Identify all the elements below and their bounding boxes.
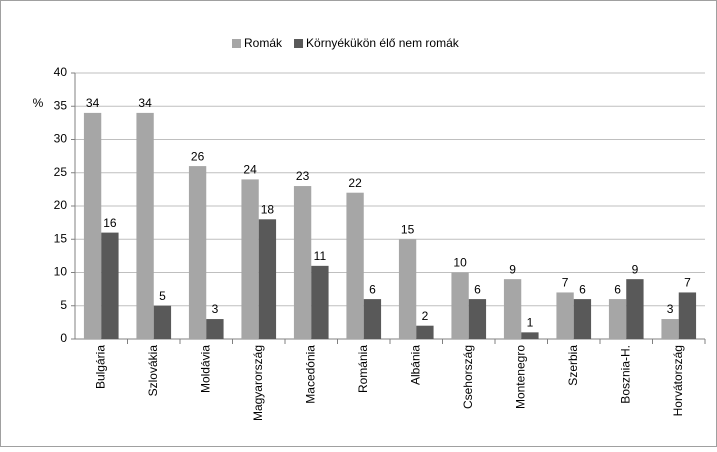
data-label: 24 bbox=[243, 163, 257, 177]
y-tick-label: 15 bbox=[54, 231, 68, 245]
x-tick-label: Csehország bbox=[461, 345, 475, 409]
bar bbox=[101, 232, 119, 339]
data-label: 6 bbox=[474, 282, 481, 296]
bar bbox=[83, 112, 102, 340]
y-tick-label: 5 bbox=[60, 298, 67, 312]
x-tick-label: Románia bbox=[356, 345, 370, 393]
data-label: 22 bbox=[348, 176, 362, 190]
legend-label: Környékükön élő nem romák bbox=[306, 36, 460, 50]
legend-swatch bbox=[294, 39, 304, 48]
bar bbox=[678, 292, 697, 339]
data-label: 5 bbox=[159, 289, 166, 303]
bar bbox=[661, 319, 679, 339]
legend-swatch bbox=[232, 39, 241, 48]
bar bbox=[573, 299, 592, 339]
data-label: 16 bbox=[103, 216, 117, 230]
bar bbox=[346, 192, 364, 339]
x-tick-label: Szerbia bbox=[566, 345, 580, 386]
bar bbox=[451, 272, 469, 339]
bar bbox=[241, 179, 259, 339]
bar bbox=[556, 292, 574, 339]
bar bbox=[398, 239, 417, 339]
bar bbox=[416, 325, 434, 339]
data-label: 34 bbox=[138, 96, 152, 110]
data-label: 7 bbox=[562, 276, 569, 290]
bar bbox=[188, 166, 207, 339]
data-label: 1 bbox=[527, 316, 534, 330]
data-label: 6 bbox=[579, 282, 586, 296]
data-label: 3 bbox=[667, 302, 674, 316]
data-label: 11 bbox=[314, 249, 327, 263]
bar bbox=[311, 265, 329, 339]
x-tick-label: Moldávia bbox=[198, 345, 212, 393]
bar bbox=[363, 299, 382, 339]
y-tick-label: 10 bbox=[54, 265, 68, 279]
data-label: 15 bbox=[401, 222, 415, 236]
bar bbox=[293, 186, 312, 339]
bar bbox=[503, 279, 522, 339]
bar bbox=[206, 319, 224, 339]
bar bbox=[608, 299, 627, 339]
bar bbox=[153, 305, 172, 339]
x-tick-label: Magyarország bbox=[251, 345, 265, 421]
data-label: 26 bbox=[191, 149, 205, 163]
x-tick-label: Bulgária bbox=[93, 345, 107, 389]
data-label: 6 bbox=[614, 282, 621, 296]
bar bbox=[136, 112, 154, 340]
data-label: 9 bbox=[632, 262, 639, 276]
data-label: 3 bbox=[212, 302, 219, 316]
bar bbox=[521, 332, 539, 339]
data-label: 9 bbox=[509, 262, 516, 276]
data-label: 18 bbox=[261, 202, 275, 216]
y-tick-label: 30 bbox=[54, 132, 68, 146]
data-label: 6 bbox=[369, 282, 376, 296]
data-label: 23 bbox=[296, 169, 310, 183]
data-label: 10 bbox=[453, 256, 467, 270]
x-tick-label: Albánia bbox=[408, 345, 422, 385]
x-tick-label: Macedónia bbox=[303, 345, 317, 404]
data-label: 2 bbox=[422, 309, 429, 323]
y-axis-label: % bbox=[33, 96, 44, 110]
y-tick-label: 35 bbox=[54, 98, 68, 112]
x-tick-label: Szlovákia bbox=[146, 345, 160, 397]
x-tick-label: Montenegro bbox=[513, 345, 527, 409]
y-tick-label: 40 bbox=[54, 65, 68, 79]
legend-label: Romák bbox=[244, 36, 283, 50]
y-tick-label: 25 bbox=[54, 165, 68, 179]
y-tick-label: 0 bbox=[60, 331, 67, 345]
bar bbox=[468, 299, 487, 339]
bar bbox=[258, 219, 277, 339]
x-tick-label: Bosznia-H. bbox=[618, 345, 632, 404]
data-label: 7 bbox=[684, 276, 691, 290]
x-tick-label: Horvátország bbox=[671, 345, 685, 416]
y-tick-label: 20 bbox=[54, 198, 68, 212]
data-label: 34 bbox=[86, 96, 100, 110]
bar bbox=[626, 279, 644, 339]
